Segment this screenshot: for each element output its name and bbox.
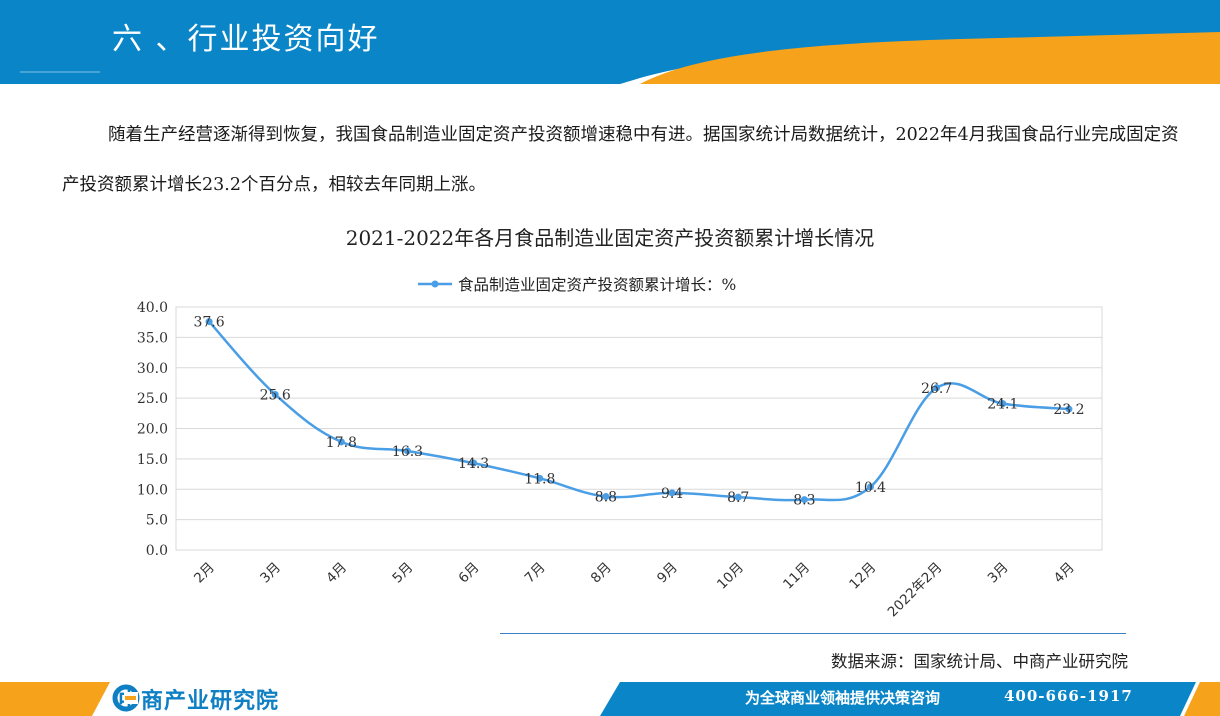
y-tick-label: 35.0 — [137, 330, 168, 346]
y-tick-label: 20.0 — [137, 422, 168, 438]
data-label: 11.8 — [524, 471, 555, 487]
intro-paragraph: 随着生产经营逐渐得到恢复，我国食品制造业固定资产投资额增速稳中有进。据国家统计局… — [62, 125, 1179, 195]
legend-label: 食品制造业固定资产投资额累计增长：% — [458, 276, 737, 294]
legend-line-marker — [418, 280, 452, 288]
x-tick-label: 10月 — [714, 560, 747, 593]
header-banner: 六 、行业投资向好 — [0, 0, 1220, 84]
chart-title: 2021-2022年各月食品制造业固定资产投资额累计增长情况 — [345, 226, 875, 250]
x-tick-label: 2月 — [191, 560, 218, 587]
footer-band: 中商产业研究院 为全球商业领袖提供决策咨询 400-666-1917 — [0, 682, 1220, 716]
x-axis: 2月 3月 4月 5月 6月 7月 8月 9月 10月 11月 12月 2022年2月 3月 4月 — [191, 560, 1078, 621]
data-label: 23.2 — [1053, 402, 1084, 418]
data-label: 26.7 — [921, 381, 952, 397]
y-tick-label: 15.0 — [137, 452, 168, 468]
footer-logo-text: 中商产业研究院 — [118, 689, 280, 714]
x-tick-label: 11月 — [780, 560, 813, 593]
data-labels: 37.6 25.6 17.8 16.3 14.3 11.8 8.8 9.4 8.7 8.3 10.4… — [193, 315, 1084, 509]
data-label: 8.8 — [595, 490, 617, 506]
x-tick-label: 7月 — [522, 560, 549, 587]
y-tick-label: 5.0 — [146, 513, 168, 529]
x-tick-label: 8月 — [588, 560, 615, 587]
data-points — [205, 318, 1073, 504]
data-point — [536, 474, 544, 482]
chart-grid — [175, 306, 1103, 551]
data-label: 8.7 — [727, 490, 749, 506]
data-point — [668, 489, 676, 497]
data-label: 9.4 — [661, 486, 683, 502]
data-label: 37.6 — [193, 315, 224, 331]
footer-slogan: 为全球商业领袖提供决策咨询 — [745, 689, 941, 707]
x-tick-label: 2022年2月 — [885, 560, 946, 621]
data-source: 数据来源：国家统计局、中商产业研究院 — [831, 652, 1128, 671]
x-tick-label: 6月 — [456, 560, 483, 587]
y-axis: 0.0 5.0 10.0 15.0 20.0 25.0 30.0 35.0 40.0 — [137, 300, 168, 559]
data-label: 25.6 — [260, 387, 291, 403]
footer-phone: 400-666-1917 — [1004, 687, 1133, 705]
x-tick-label: 3月 — [257, 560, 284, 587]
series-line — [208, 320, 1070, 502]
data-label: 10.4 — [855, 480, 886, 496]
data-point — [999, 400, 1007, 408]
data-point — [470, 459, 478, 467]
x-tick-label: 4月 — [323, 560, 350, 587]
source-divider — [500, 633, 1126, 634]
x-tick-label: 5月 — [389, 560, 416, 587]
data-label: 14.3 — [458, 456, 489, 472]
x-tick-label: 12月 — [846, 560, 879, 593]
y-tick-label: 10.0 — [137, 482, 168, 498]
data-point — [602, 493, 610, 501]
y-tick-label: 0.0 — [146, 543, 168, 559]
data-label: 24.1 — [987, 397, 1018, 413]
data-point — [271, 390, 279, 398]
company-logo-icon — [112, 684, 140, 712]
data-point — [404, 447, 411, 455]
footer-logo: 中商产业研究院 — [112, 684, 279, 714]
data-point — [337, 438, 345, 446]
chart-legend: 食品制造业固定资产投资额累计增长：% — [418, 272, 736, 296]
data-point — [734, 493, 742, 501]
y-tick-label: 25.0 — [137, 391, 168, 407]
x-tick-label: 3月 — [985, 560, 1012, 587]
data-point — [867, 483, 874, 491]
page-title: 六 、行业投资向好 — [112, 22, 380, 57]
footer-background — [0, 682, 1220, 716]
y-tick-label: 30.0 — [137, 361, 168, 377]
data-point — [205, 318, 213, 326]
header-background — [0, 0, 1220, 84]
data-label: 17.8 — [326, 435, 357, 451]
data-point — [1065, 405, 1073, 413]
data-point — [800, 496, 808, 504]
data-label: 8.3 — [793, 493, 815, 509]
x-tick-label: 4月 — [1051, 560, 1078, 587]
data-point — [933, 384, 941, 392]
y-tick-label: 40.0 — [137, 300, 168, 316]
x-tick-label: 9月 — [654, 560, 681, 587]
data-label: 16.3 — [392, 444, 423, 460]
